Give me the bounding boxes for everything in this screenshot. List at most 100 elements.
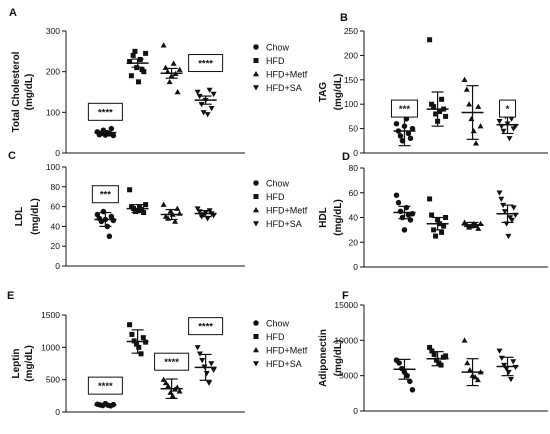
data-point xyxy=(407,217,414,223)
data-point xyxy=(127,187,133,193)
data-point xyxy=(204,216,211,222)
y-tick-label: 100 xyxy=(344,99,358,109)
y-axis-unit: (mg/dL) xyxy=(24,74,35,111)
data-point xyxy=(439,96,445,102)
data-point xyxy=(429,212,435,218)
y-tick-label: 40 xyxy=(349,213,359,223)
legend-marker xyxy=(253,347,259,353)
data-point xyxy=(210,213,217,219)
data-point xyxy=(210,91,217,98)
significance-label: * xyxy=(506,104,510,115)
data-point xyxy=(466,367,473,373)
data-point xyxy=(441,223,447,229)
y-tick-label: 0 xyxy=(353,262,358,272)
data-point xyxy=(439,229,445,235)
data-point xyxy=(427,196,433,202)
significance-label: **** xyxy=(98,107,113,118)
data-point xyxy=(468,115,475,122)
data-point xyxy=(393,120,400,127)
data-point xyxy=(395,199,402,206)
legend-label: HFD+SA xyxy=(266,219,302,229)
data-point xyxy=(466,101,473,107)
y-tick-label: 300 xyxy=(46,26,60,36)
data-point xyxy=(128,73,134,79)
data-point xyxy=(130,52,136,58)
legend-label: Chow xyxy=(266,179,290,189)
data-point xyxy=(396,360,402,366)
data-point xyxy=(443,353,449,359)
y-axis-unit: (mg/dL) xyxy=(30,198,41,235)
data-point xyxy=(429,348,435,354)
data-point xyxy=(496,348,503,354)
significance-box xyxy=(188,54,224,73)
data-point xyxy=(397,133,404,139)
y-tick-label: 80 xyxy=(349,163,359,173)
panel-letter: F xyxy=(342,290,349,302)
significance-label: *** xyxy=(100,190,111,201)
data-point xyxy=(475,225,482,231)
data-point xyxy=(431,351,437,357)
legend-marker xyxy=(253,44,259,50)
legends: Chow HFD HFD+Metf HFD+SA Chow HFD HFD+Metf HFD+… xyxy=(253,43,308,369)
data-point xyxy=(110,217,117,224)
y-tick-label: 0 xyxy=(55,261,60,271)
y-tick-label: 20 xyxy=(51,241,61,251)
legend-label: HFD+Metf xyxy=(266,70,308,80)
significance-box xyxy=(91,185,119,204)
y-axis-unit: (mg/dL) xyxy=(24,345,35,382)
data-point xyxy=(437,109,443,115)
y-tick-label: 250 xyxy=(344,26,358,36)
data-point xyxy=(160,376,167,382)
y-tick-label: 100 xyxy=(46,107,60,117)
data-point xyxy=(433,233,439,239)
data-point xyxy=(409,387,416,393)
data-point xyxy=(505,369,512,376)
y-tick-label: 1000 xyxy=(41,342,60,352)
data-point xyxy=(498,355,505,361)
y-tick-label: 10000 xyxy=(334,335,358,345)
y-axis-unit: (mg/dL) xyxy=(333,74,344,111)
data-point xyxy=(407,135,414,142)
data-point xyxy=(512,364,519,371)
y-axis-label: Adiponectin xyxy=(318,329,329,387)
data-point xyxy=(162,379,169,386)
y-tick-label: 100 xyxy=(46,162,60,172)
data-point xyxy=(136,344,142,350)
significance-label: *** xyxy=(399,104,410,115)
legend-marker xyxy=(253,194,259,199)
legend-marker xyxy=(253,85,259,91)
legend-marker xyxy=(253,71,259,77)
panel-letter: A xyxy=(9,7,17,19)
data-point xyxy=(206,87,213,93)
legend-label: HFD+SA xyxy=(266,359,302,369)
data-point xyxy=(501,209,508,215)
y-tick-label: 40 xyxy=(51,221,61,231)
data-point xyxy=(474,376,481,383)
significance-box xyxy=(154,352,190,371)
significance-label: **** xyxy=(198,322,213,333)
y-tick-label: 80 xyxy=(51,182,61,192)
data-point xyxy=(208,361,215,367)
data-point xyxy=(138,351,144,357)
data-point xyxy=(194,206,201,212)
data-point xyxy=(438,362,444,368)
legend-label: HFD xyxy=(266,332,285,342)
data-point xyxy=(510,205,517,211)
data-point xyxy=(409,125,416,132)
y-axis-unit: (mg/dL) xyxy=(333,199,344,236)
data-point xyxy=(139,207,145,213)
data-point xyxy=(143,50,149,56)
data-point xyxy=(472,374,479,380)
y-tick-label: 0 xyxy=(353,148,358,158)
data-point xyxy=(166,78,173,85)
data-point xyxy=(461,76,468,83)
data-point xyxy=(498,196,505,202)
data-point xyxy=(508,116,515,122)
legend-label: HFD+SA xyxy=(266,83,302,93)
significance-box xyxy=(87,376,123,395)
significance-box xyxy=(390,99,418,118)
data-point xyxy=(470,128,477,134)
data-point xyxy=(174,89,181,95)
